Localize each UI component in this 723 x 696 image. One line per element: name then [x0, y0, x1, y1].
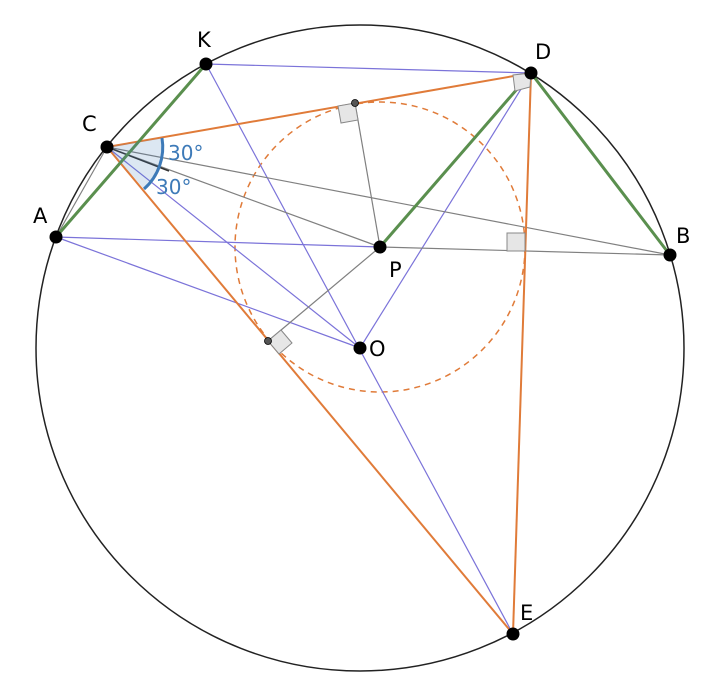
segment-ao [55, 236, 361, 349]
segment-kd [205, 63, 532, 74]
segment-de [512, 72, 532, 635]
angle-marks-c [107, 137, 165, 191]
segment-ak [54, 63, 208, 238]
point-c [100, 140, 114, 154]
circumcircle [35, 24, 685, 672]
label-o: O [369, 337, 386, 361]
segment-ca [55, 146, 108, 238]
segment-ce [106, 146, 514, 635]
right-angle-markers [267, 72, 532, 355]
segment-cd [106, 72, 532, 148]
point-a [49, 230, 63, 244]
label-c: C [82, 112, 97, 136]
segment-p-tangent-left [267, 246, 381, 342]
angle-sector-upper [107, 138, 163, 168]
segment-db [529, 72, 672, 256]
angle-arc [142, 137, 165, 191]
point-p [373, 240, 387, 254]
point-k [199, 57, 213, 71]
segment-p-tangent-top [354, 102, 381, 248]
label-d: D [535, 40, 551, 64]
point-e [506, 627, 520, 641]
segment-cp [106, 146, 381, 248]
right-angle-left [267, 329, 293, 355]
tangent-point-left [264, 337, 272, 345]
angle-label-upper: 30° [168, 141, 203, 165]
gray-lines [55, 102, 671, 342]
tangent-point-top [351, 99, 359, 107]
segment-co [106, 146, 361, 349]
segment-od [359, 72, 532, 349]
angle-label-lower: 30° [156, 175, 191, 199]
label-a: A [33, 204, 48, 228]
green-lines [54, 63, 672, 256]
label-p: P [389, 258, 402, 282]
label-e: E [520, 601, 533, 625]
point-d [524, 66, 538, 80]
right-angle-b [506, 232, 526, 252]
points [49, 57, 677, 641]
label-k: K [197, 28, 212, 52]
segment-ap [55, 236, 381, 248]
orange-lines [106, 72, 532, 635]
right-angle-top [337, 102, 359, 124]
segment-pd [378, 72, 533, 248]
angle-sector-lower [107, 147, 159, 189]
point-b [663, 248, 677, 262]
point-labels: A K C D B P O E [33, 28, 690, 625]
point-o [353, 341, 367, 355]
segment-cb [106, 146, 671, 256]
label-b: B [676, 224, 690, 248]
